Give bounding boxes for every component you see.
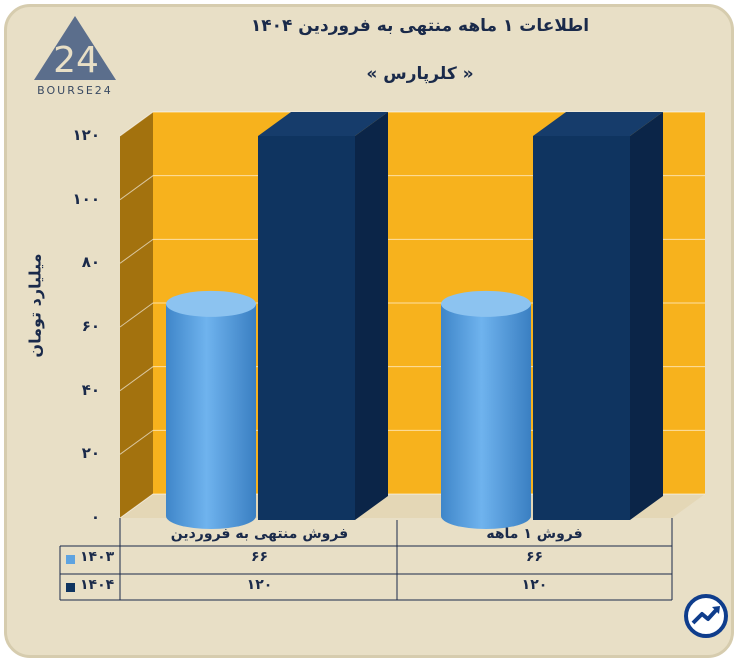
y-tick-label: ۲۰ xyxy=(81,444,100,463)
logo-number: 24 xyxy=(53,40,99,81)
table-cell-1404-cat2: ۱۲۰ xyxy=(521,577,548,593)
y-tick-label: ۶۰ xyxy=(81,317,100,335)
gridline xyxy=(119,175,705,201)
logo-text: BOURSE24 xyxy=(37,84,113,97)
y-tick-label: ۴۰ xyxy=(81,380,100,399)
bar-1404-side xyxy=(630,112,663,520)
category-label-2: فروش ۱ ماهه xyxy=(486,526,583,542)
bar-1404-front xyxy=(258,136,355,520)
category-label-1: فروش منتهی به فروردین xyxy=(170,526,349,542)
legend-label-1404: ۱۴۰۴ xyxy=(80,577,115,593)
y-tick-label: ۱۰۰ xyxy=(72,189,100,208)
table-cell-1403-cat2: ۶۶ xyxy=(525,549,544,565)
legend-swatch-1403 xyxy=(66,555,75,564)
bar-1404-front xyxy=(533,136,630,520)
chart-title: اطلاعات ۱ ماهه منتهی به فروردین ۱۴۰۴ xyxy=(250,16,590,36)
bar-1403-cylinder-top xyxy=(441,290,531,317)
table-cell-1404-cat1: ۱۲۰ xyxy=(246,577,273,593)
legend-swatch-1404 xyxy=(66,583,75,592)
bar-1403-cylinder-top xyxy=(166,290,256,317)
bourse24-logo: 24 xyxy=(34,16,116,81)
chart-subtitle: « کلرپارس » xyxy=(366,64,474,84)
y-tick-label: ۸۰ xyxy=(81,253,100,272)
y-tick-label: ۱۲۰ xyxy=(72,126,100,144)
bar-1404-top xyxy=(533,112,663,136)
bar-1404-side xyxy=(355,112,388,520)
logo-triangle xyxy=(34,16,116,80)
gridline xyxy=(119,111,705,137)
table-cell-1403-cat1: ۶۶ xyxy=(250,549,269,565)
y-tick-label: ۰ xyxy=(90,508,100,526)
gridline xyxy=(119,238,705,264)
legend-label-1403: ۱۴۰۳ xyxy=(80,549,115,565)
bar-1404-top xyxy=(258,112,388,136)
bar-1403-cylinder xyxy=(166,303,256,529)
trend-badge-icon xyxy=(684,594,728,638)
bar-1403-cylinder xyxy=(441,303,531,529)
